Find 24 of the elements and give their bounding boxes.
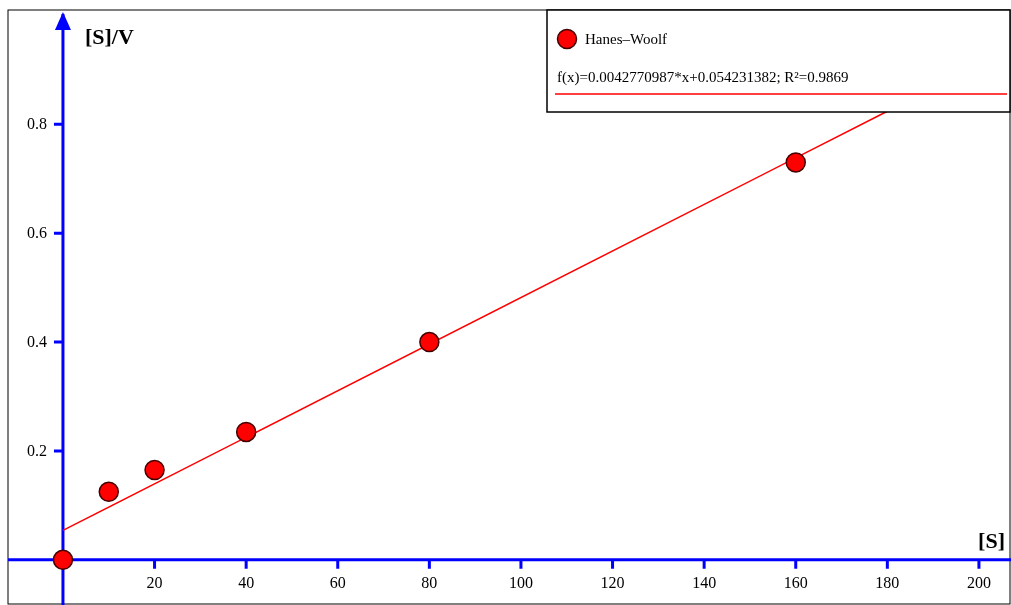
y-axis-title: [S]/V xyxy=(84,24,134,49)
text: f(x)=0.0042770987*x+0.054231382; R²=0.9869 xyxy=(557,69,849,86)
x-tick-label: 20 xyxy=(146,573,163,591)
point xyxy=(785,152,806,173)
x-tick-label: 160 xyxy=(783,573,808,591)
y-tick-label: 0.8 xyxy=(26,115,47,133)
legend-label: Hanes–Woolf xyxy=(585,31,668,47)
x-tick-label: 140 xyxy=(692,573,717,591)
x-tick-label: 100 xyxy=(508,573,533,591)
x-tick-label: 180 xyxy=(875,573,900,591)
point xyxy=(235,421,257,443)
point xyxy=(144,459,165,481)
x-tick-label: 60 xyxy=(329,573,346,591)
x-tick-label: 40 xyxy=(238,573,255,591)
x-tick-label: 120 xyxy=(600,573,625,591)
y-tick-label: 0.4 xyxy=(26,333,47,351)
x-tick-label: 200 xyxy=(966,573,991,591)
x-axis-title: [S] xyxy=(978,527,1005,553)
y-tick-label: 0.6 xyxy=(26,224,47,242)
point xyxy=(52,549,74,571)
point xyxy=(419,331,440,353)
x-tick-label: 80 xyxy=(421,573,438,591)
point xyxy=(98,481,120,503)
y-tick-label: 0.2 xyxy=(26,441,47,459)
